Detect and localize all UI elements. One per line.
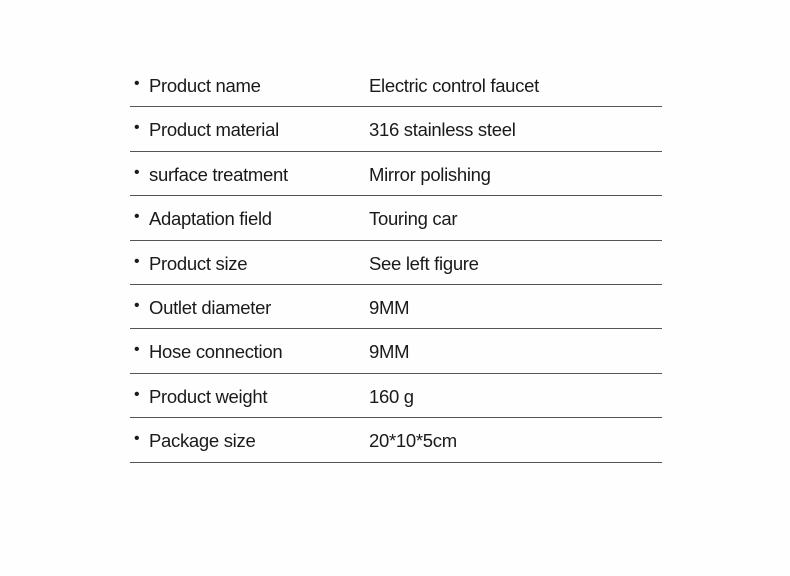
spec-row: • Product weight 160 g [130, 374, 662, 419]
spec-value: 316 stainless steel [369, 119, 516, 141]
bullet-icon: • [134, 163, 140, 181]
spec-value: Mirror polishing [369, 163, 491, 185]
spec-label: Product size [149, 252, 248, 274]
spec-row: • Adaptation field Touring car [130, 196, 662, 241]
bullet-icon: • [134, 385, 140, 403]
spec-value: 20*10*5cm [369, 430, 457, 452]
spec-value: Electric control faucet [369, 75, 539, 96]
bullet-icon: • [134, 341, 140, 359]
spec-table: • Product name Electric control faucet • Pro… [130, 63, 662, 463]
spec-value: 9MM [369, 341, 410, 363]
spec-row: • Outlet diameter 9MM [130, 285, 662, 330]
spec-row: • Product size See left figure [130, 241, 662, 285]
bullet-icon: • [134, 75, 140, 92]
bullet-icon: • [134, 208, 140, 226]
spec-label: Package size [149, 430, 256, 452]
spec-label: Adaptation field [149, 208, 272, 230]
spec-label: Product weight [149, 385, 268, 407]
spec-label: Outlet diameter [149, 296, 271, 318]
spec-row: • Package size 20*10*5cm [130, 418, 662, 463]
spec-label: Product material [149, 119, 279, 141]
bullet-icon: • [134, 252, 140, 270]
spec-row: • Product material 316 stainless steel [130, 107, 662, 152]
spec-row: • Product name Electric control faucet [130, 63, 662, 108]
bullet-icon: • [134, 296, 140, 314]
spec-value: 160 g [369, 385, 414, 407]
bullet-icon: • [134, 119, 140, 137]
spec-value: See left figure [369, 252, 479, 274]
spec-label: surface treatment [149, 163, 288, 185]
spec-label: Product name [149, 75, 261, 96]
spec-label: Hose connection [149, 341, 283, 363]
spec-row: • surface treatment Mirror polishing [130, 152, 662, 197]
spec-value: 9MM [369, 296, 410, 318]
spec-value: Touring car [369, 208, 458, 230]
bullet-icon: • [134, 430, 140, 448]
spec-row: • Hose connection 9MM [130, 329, 662, 374]
